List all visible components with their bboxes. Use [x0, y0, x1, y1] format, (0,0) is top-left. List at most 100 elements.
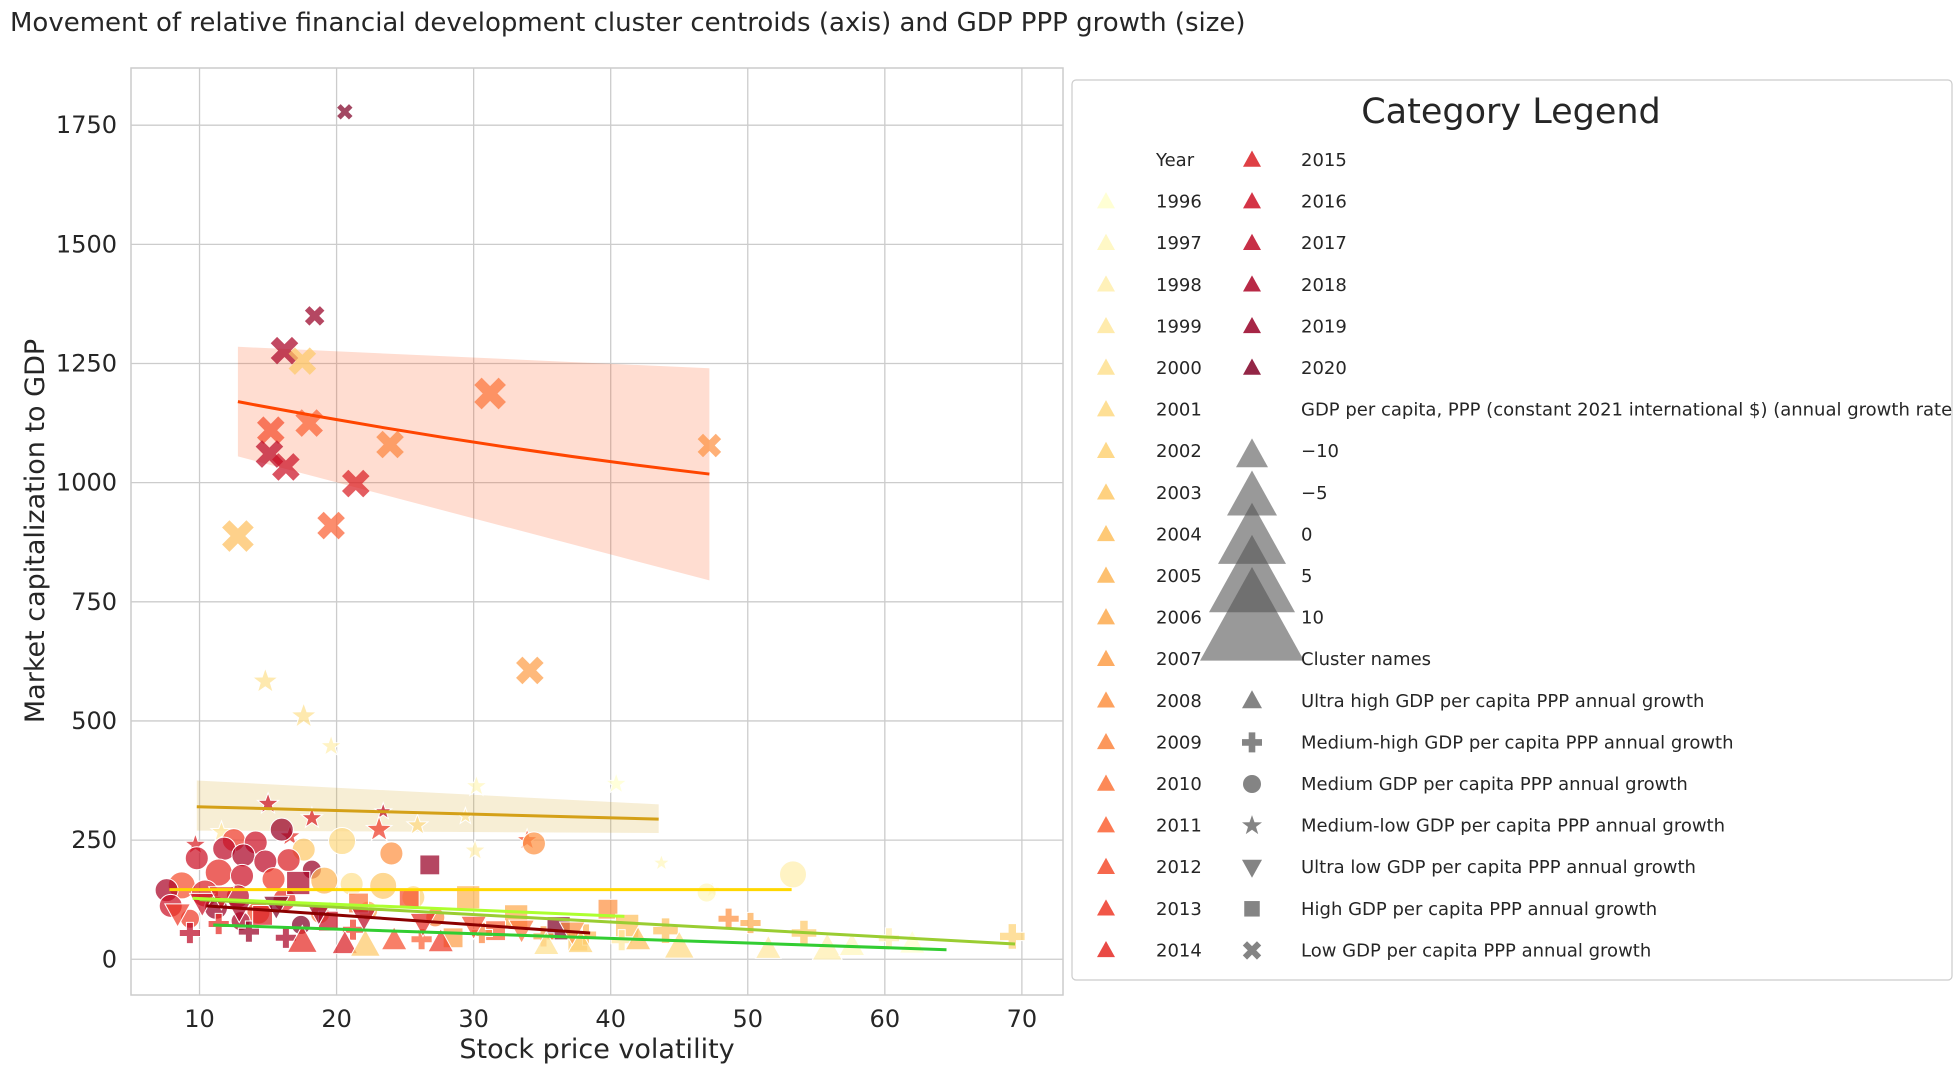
data-point-glyph [376, 430, 404, 459]
data-point [521, 831, 546, 856]
data-point [398, 887, 420, 909]
legend-year-label: 2000 [1156, 358, 1202, 379]
data-point-glyph [516, 656, 544, 685]
y-tick-labels: 0 250 500 750 1000 1250 1500 1750 [56, 111, 117, 973]
legend-year-marker [1097, 899, 1115, 916]
legend-year-marker [1097, 816, 1115, 833]
data-point [419, 854, 441, 876]
x-tick-labels: 10 20 30 40 50 60 70 [184, 1005, 1037, 1033]
legend-cluster-label: Low GDP per capita PPP annual growth [1301, 940, 1651, 961]
data-point-glyph [341, 469, 370, 498]
legend-year-label: 2002 [1156, 441, 1202, 462]
data-point [376, 430, 404, 459]
legend-year-marker [1097, 608, 1115, 625]
legend-size-marker [1218, 502, 1286, 564]
data-point [272, 453, 300, 481]
data-point [163, 903, 192, 928]
trend-line [192, 896, 625, 918]
trend-line [199, 898, 1016, 946]
y-tick-label: 250 [71, 826, 117, 854]
legend-year-marker [1097, 691, 1115, 708]
data-point-glyph [474, 377, 506, 410]
trend-line [196, 805, 659, 821]
legend-year-marker [1097, 774, 1115, 791]
data-point-glyph [272, 453, 300, 481]
legend-year-label: 1997 [1156, 233, 1202, 254]
trend-line [213, 923, 947, 952]
data-point-glyph [288, 347, 317, 375]
data-point [427, 927, 455, 953]
legend-size-marker [1227, 470, 1277, 516]
legend-cluster-marker [1242, 732, 1262, 753]
data-point [696, 882, 717, 903]
data-point [289, 701, 318, 729]
x-tick-label: 20 [321, 1005, 352, 1033]
data-point [341, 469, 370, 498]
x-tick-label: 60 [870, 1005, 901, 1033]
y-tick-label: 500 [71, 707, 117, 735]
legend-year-label: 2004 [1156, 524, 1202, 545]
legend-frame [1071, 79, 1953, 981]
data-point [317, 511, 345, 540]
legend-title: Category Legend [1361, 92, 1661, 132]
legend-cluster-marker [1242, 690, 1262, 709]
data-point [349, 928, 382, 957]
y-tick-label: 1250 [56, 349, 117, 377]
data-point-glyph [304, 306, 325, 326]
data-point [184, 846, 209, 871]
data-point [237, 920, 260, 943]
data-point [251, 666, 280, 694]
legend-cluster-marker [1244, 901, 1260, 917]
data-point [474, 377, 506, 410]
trend-line [237, 400, 710, 476]
legend-year-label: 2014 [1156, 940, 1202, 961]
data-point [663, 930, 696, 959]
legend-cluster-marker [1242, 859, 1262, 878]
legend-year-marker [1243, 316, 1261, 334]
data-point [261, 867, 286, 892]
data-point-glyph [317, 511, 345, 540]
legend-size-label: 10 [1301, 608, 1324, 629]
legend-year-marker [1097, 316, 1115, 334]
legend-cluster-label: Medium GDP per capita PPP annual growth [1301, 774, 1688, 795]
legend-year-label: 2012 [1156, 857, 1202, 878]
data-point [328, 827, 357, 856]
x-tick-label: 40 [595, 1005, 626, 1033]
legend-year-label: 2017 [1301, 233, 1347, 254]
x-tick-label: 30 [458, 1005, 489, 1033]
legend-year-label: 1998 [1156, 275, 1202, 296]
legend-year-label: 2001 [1156, 400, 1202, 421]
data-point [319, 733, 344, 757]
data-point [231, 843, 256, 868]
data-point-glyph [222, 520, 254, 552]
legend-year-marker [1097, 192, 1115, 209]
data-point [405, 812, 430, 836]
legend-year-label: 2009 [1156, 732, 1202, 753]
x-tick-label: 50 [732, 1005, 763, 1033]
data-point [651, 852, 672, 872]
legend-year-marker [1097, 566, 1115, 583]
legend-year-label: 2008 [1156, 691, 1202, 712]
legend-size-label: −10 [1301, 441, 1339, 462]
data-point-glyph [270, 336, 299, 365]
x-axis-label: Stock price volatility [459, 1034, 734, 1065]
legend-year-marker [1243, 233, 1261, 250]
data-point [838, 931, 866, 957]
confidence-band [237, 346, 710, 581]
trend-line [206, 904, 591, 935]
legend-cluster-marker [1242, 815, 1262, 835]
data-point [178, 921, 201, 945]
data-point [299, 805, 324, 829]
legend-year-label: 2016 [1301, 192, 1347, 213]
data-point [331, 929, 359, 955]
data-point [369, 871, 398, 900]
data-point [229, 863, 255, 888]
legend-cluster-marker [1243, 775, 1261, 793]
data-point [462, 837, 488, 861]
legend-year-marker [1097, 358, 1115, 375]
data-point [464, 773, 489, 797]
legend-year-label: 2007 [1156, 649, 1202, 670]
legend-year-label: 2020 [1301, 358, 1347, 379]
legend-year-label: 1996 [1156, 192, 1202, 213]
